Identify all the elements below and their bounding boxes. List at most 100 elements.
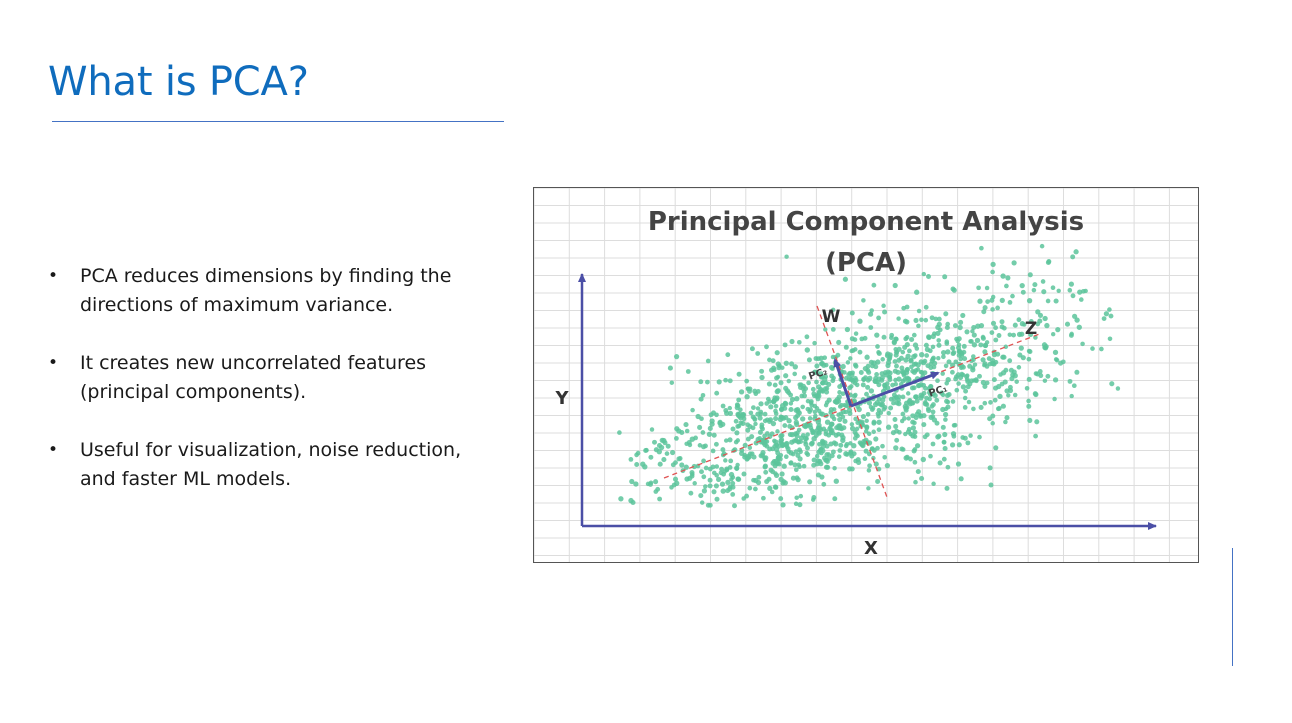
scatter-point xyxy=(1080,341,1085,347)
scatter-point xyxy=(783,360,789,366)
scatter-point xyxy=(926,274,931,279)
scatter-point xyxy=(985,299,990,304)
scatter-point xyxy=(776,443,782,449)
scatter-point xyxy=(982,305,988,311)
scatter-point xyxy=(727,437,733,443)
scatter-point xyxy=(1009,376,1015,382)
scatter-point xyxy=(928,414,934,420)
scatter-point xyxy=(670,449,676,456)
scatter-point xyxy=(889,332,895,338)
scatter-point xyxy=(911,369,918,375)
scatter-point xyxy=(773,472,780,479)
scatter-point xyxy=(689,469,695,476)
scatter-point xyxy=(923,399,928,405)
scatter-point xyxy=(824,386,830,391)
scatter-point xyxy=(1090,346,1095,351)
scatter-point xyxy=(978,342,984,348)
scatter-point xyxy=(999,297,1005,304)
scatter-point xyxy=(951,433,957,439)
scatter-point xyxy=(798,493,804,499)
scatter-point xyxy=(963,388,969,394)
scatter-point xyxy=(793,449,799,454)
scatter-point xyxy=(920,456,926,463)
scatter-point xyxy=(942,445,948,452)
scatter-point xyxy=(804,334,810,340)
scatter-point xyxy=(919,475,925,482)
scatter-point xyxy=(943,363,949,369)
scatter-point xyxy=(751,405,756,410)
scatter-point xyxy=(844,326,851,333)
scatter-point xyxy=(844,375,849,381)
scatter-point xyxy=(897,429,902,435)
scatter-point xyxy=(734,430,740,436)
scatter-point xyxy=(864,391,869,397)
scatter-point xyxy=(1107,336,1113,342)
scatter-point xyxy=(768,467,774,473)
scatter-point xyxy=(816,449,822,455)
scatter-point xyxy=(730,426,736,432)
scatter-point xyxy=(873,375,879,382)
scatter-point xyxy=(788,392,794,398)
scatter-point xyxy=(950,369,955,375)
scatter-point xyxy=(990,261,996,268)
scatter-point xyxy=(1108,313,1114,319)
scatter-point xyxy=(762,455,768,461)
scatter-point xyxy=(759,424,765,430)
scatter-point xyxy=(762,464,768,470)
scatter-point xyxy=(987,465,993,471)
scatter-point xyxy=(866,431,872,437)
scatter-point xyxy=(944,341,950,346)
scatter-point xyxy=(923,304,929,310)
scatter-point xyxy=(692,481,697,486)
scatter-point xyxy=(714,390,720,396)
scatter-point xyxy=(910,425,916,431)
scatter-point xyxy=(1000,403,1006,409)
scatter-point xyxy=(1034,419,1040,425)
scatter-point xyxy=(723,377,728,383)
scatter-point xyxy=(831,440,837,446)
scatter-point xyxy=(816,390,822,396)
scatter-point xyxy=(941,354,946,360)
scatter-point xyxy=(837,384,843,390)
scatter-point xyxy=(849,422,855,427)
scatter-point xyxy=(903,455,909,461)
scatter-point xyxy=(856,459,862,465)
scatter-point xyxy=(969,378,975,384)
scatter-point xyxy=(764,478,770,485)
scatter-point xyxy=(936,355,941,361)
scatter-point xyxy=(912,434,918,439)
scatter-point xyxy=(832,496,838,502)
scatter-point xyxy=(943,417,948,422)
scatter-point xyxy=(884,462,891,469)
scatter-point xyxy=(853,331,859,336)
scatter-point xyxy=(876,350,881,355)
scatter-point xyxy=(769,431,775,437)
scatter-point xyxy=(960,312,966,318)
scatter-point xyxy=(828,364,835,371)
scatter-point xyxy=(1052,396,1057,402)
scatter-point xyxy=(806,380,811,386)
scatter-point xyxy=(888,396,894,402)
scatter-point xyxy=(1028,332,1034,338)
scatter-point xyxy=(823,464,830,470)
scatter-point xyxy=(1020,355,1026,361)
scatter-point xyxy=(736,397,742,403)
scatter-point xyxy=(862,439,868,445)
scatter-point xyxy=(911,385,917,391)
scatter-point xyxy=(880,443,885,449)
scatter-point xyxy=(866,369,872,375)
scatter-point xyxy=(807,479,813,485)
scatter-point xyxy=(1115,386,1121,391)
scatter-point xyxy=(980,335,986,341)
scatter-point xyxy=(914,443,921,449)
scatter-point xyxy=(843,451,849,457)
scatter-point xyxy=(1064,321,1071,327)
pca-figure: Principal Component Analysis (PCA) Y X W… xyxy=(533,187,1199,563)
scatter-point xyxy=(1076,324,1082,330)
scatter-point xyxy=(789,361,795,367)
scatter-point xyxy=(673,353,680,360)
bullet-item: It creates new uncorrelated features (pr… xyxy=(48,349,498,407)
scatter-point xyxy=(747,388,752,394)
scatter-point xyxy=(853,416,858,422)
scatter-point xyxy=(1012,322,1018,328)
